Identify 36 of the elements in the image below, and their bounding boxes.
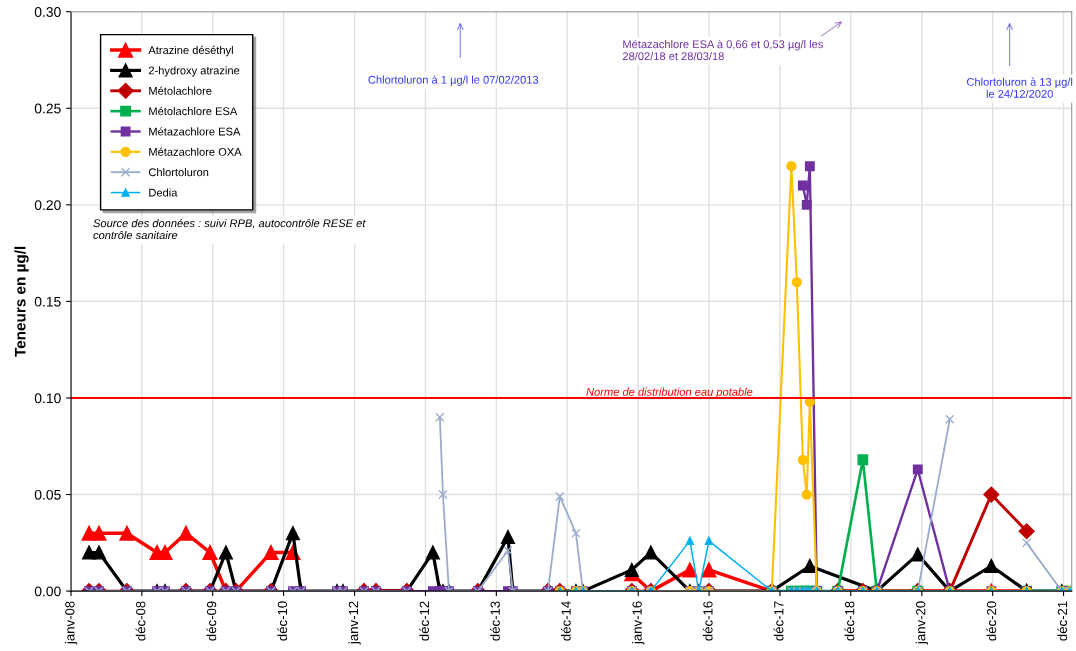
x-tick-label: déc-16 — [702, 601, 713, 641]
y-tick-label: 0.30 — [34, 7, 61, 17]
x-tick-label: déc-08 — [135, 601, 146, 641]
legend-label: Dedia — [149, 188, 178, 197]
y-tick-label: 0.05 — [34, 489, 61, 500]
legend-label: Atrazine déséthyl — [148, 45, 233, 57]
x-tick-label: déc-12 — [419, 601, 430, 641]
annotation: Source des données : suivi RPB, autocontrôle RESE et contrôle sanitaire — [93, 218, 366, 240]
x-tick-label: déc-14 — [560, 601, 571, 641]
legend-label: 2-hydroxy atrazine — [148, 66, 240, 77]
x-tick-label: déc-21 — [1057, 601, 1068, 641]
x-tick-label: déc-10 — [277, 601, 288, 641]
x-tick-label: janv-16 — [632, 601, 645, 645]
y-tick-label: 0.00 — [34, 586, 61, 597]
y-tick-label: 0.15 — [34, 296, 61, 307]
legend-label: Métazachlore OXA — [149, 147, 242, 156]
legend-label: Chlortoluron — [148, 168, 209, 177]
x-tick-label: déc-20 — [986, 601, 997, 641]
y-tick-label: 0.25 — [34, 103, 61, 114]
x-tick-label: janv-08 — [64, 601, 78, 645]
ref-line-label: Norme de distribution eau potable — [586, 387, 753, 398]
y-tick-label: 0.20 — [34, 200, 61, 211]
x-tick-label: janv-20 — [915, 601, 928, 645]
y-axis-title: Teneurs en µg/l — [14, 246, 29, 357]
y-tick-label: 0.10 — [34, 393, 61, 404]
annotation: Métazachlore ESA à 0,66 et 0,53 µg/l les 28/02/18 et 28/03/18 — [622, 39, 823, 61]
legend-label: Métolachlore — [149, 86, 212, 95]
legend-label: Métazachlore ESA — [149, 127, 241, 136]
x-tick-label: déc-18 — [844, 601, 855, 641]
annotation: Chlortoluron à 13 µg/l le 24/12/2020 — [967, 77, 1073, 98]
x-tick-label: déc-09 — [206, 601, 217, 641]
x-tick-label: janv-12 — [348, 601, 361, 645]
annotation: Chlortoluron à 1 µg/l le 07/02/2013 — [368, 75, 539, 86]
legend-label: Métolachlore ESA — [149, 106, 238, 116]
x-tick-label: déc-13 — [490, 601, 500, 641]
x-tick-label: déc-17 — [773, 601, 784, 641]
